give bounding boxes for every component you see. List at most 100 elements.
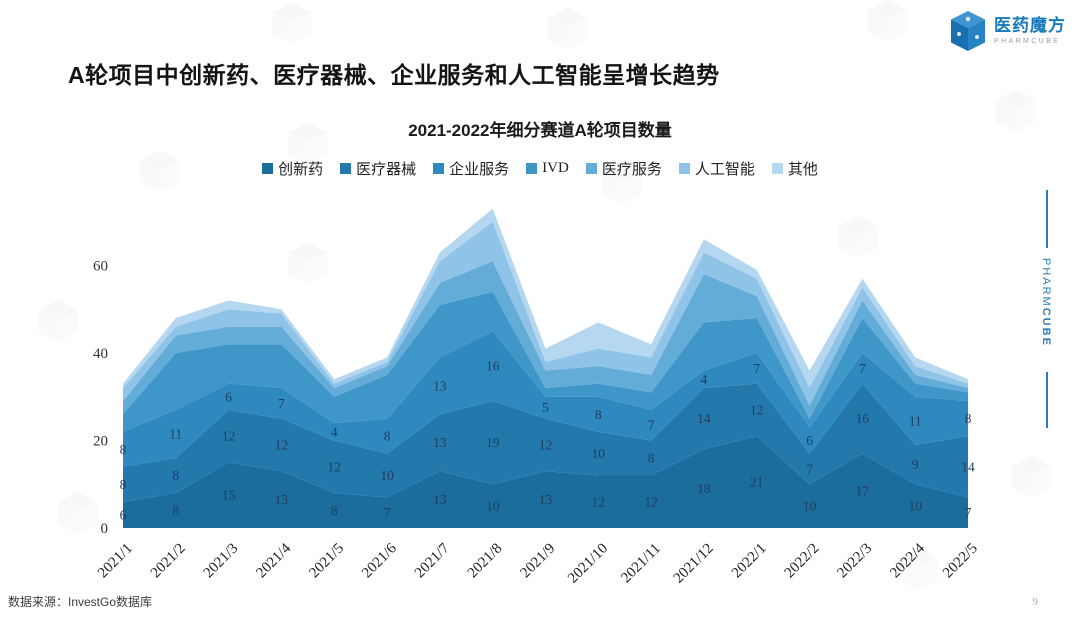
chart-title: 2021-2022年细分赛道A轮项目数量 [408,121,672,140]
data-label: 8 [384,429,391,444]
data-label: 16 [486,359,500,374]
data-label: 15 [222,488,236,503]
legend-label: 企业服务 [449,162,510,178]
x-tick-label: 2022/3 [834,541,875,582]
data-label: 10 [380,468,394,483]
x-tick-label: 2021/4 [253,540,294,581]
data-label: 7 [278,396,285,411]
data-label: 13 [539,492,553,507]
data-label: 14 [961,459,975,474]
data-label: 19 [486,435,500,450]
data-label: 18 [697,481,711,496]
data-source-note: 数据来源：InvestGo数据库 [8,595,153,609]
data-label: 7 [806,461,813,476]
area-band-4 [123,261,968,419]
data-label: 13 [433,492,447,507]
side-brand-text: PHARMCUBE [1040,258,1052,347]
x-tick-label: 2021/2 [148,541,189,582]
brand-name-en: PHARMCUBE [994,37,1061,45]
x-tick-label: 2021/11 [618,541,664,587]
area-band-5 [123,221,968,406]
y-tick-label: 40 [93,346,108,362]
x-tick-label: 2021/6 [359,540,400,581]
data-label: 10 [486,499,500,514]
legend-label: 人工智能 [694,162,755,178]
legend-swatch-icon [433,163,445,174]
legend: 创新药 医疗器械 企业服务 IVD 医疗服务 人工智能 其他 [0,158,1080,179]
legend-swatch-icon [678,163,690,174]
side-rule-bottom [1046,372,1048,428]
data-label: 13 [433,378,447,393]
legend-swatch-icon [262,163,274,174]
data-label: 6 [806,433,813,448]
x-tick-label: 2021/3 [201,541,242,582]
legend-label: 医疗服务 [601,162,662,178]
data-label: 7 [965,505,972,520]
data-label: 13 [275,492,289,507]
page-title: A轮项目中创新药、医疗器械、企业服务和人工智能呈增长趋势 [68,62,720,88]
x-tick-label: 2021/8 [465,541,506,582]
data-label: 7 [753,361,760,376]
data-label: 8 [172,503,179,518]
data-label: 11 [169,426,182,441]
data-label: 8 [120,442,127,457]
y-tick-label: 20 [93,434,108,450]
data-label: 12 [644,494,658,509]
data-label: 17 [856,483,870,498]
area-band-1 [123,383,968,502]
legend-swatch-icon [585,163,597,174]
y-tick-label: 60 [93,259,108,275]
data-label: 12 [275,437,289,452]
legend-swatch-icon [340,163,352,174]
brand-name-cn: 医药魔方 [994,15,1066,35]
x-tick-label: 2021/9 [518,541,559,582]
data-label: 6 [225,389,232,404]
x-tick-label: 2022/2 [782,541,823,582]
data-label: 8 [595,407,602,422]
data-label: 16 [856,411,870,426]
area-band-6 [123,208,968,388]
data-label: 13 [433,435,447,450]
data-label: 8 [120,477,127,492]
x-tick-label: 2021/1 [95,541,136,582]
x-tick-label: 2022/5 [940,541,981,582]
data-label: 11 [909,413,922,428]
legend-item-5: 人工智能 [678,158,755,179]
x-tick-label: 2021/5 [306,541,347,582]
y-tick-label: 0 [101,521,109,537]
x-tick-label: 2022/1 [729,541,770,582]
legend-item-4: 医疗服务 [585,158,662,179]
legend-label: 医疗器械 [356,162,417,178]
legend-swatch-icon [526,163,538,174]
data-label: 9 [912,457,919,472]
data-label: 10 [592,446,606,461]
legend-item-6: 其他 [771,158,818,179]
cube-logo-icon [951,11,985,51]
data-label: 7 [384,505,391,520]
legend-swatch-icon [771,163,783,174]
data-label: 12 [222,429,236,444]
legend-label: 其他 [787,162,818,178]
area-band-3 [123,291,968,432]
data-label: 7 [648,418,655,433]
side-rule-top [1046,190,1048,248]
data-label: 10 [908,499,922,514]
data-label: 8 [648,451,655,466]
area-band-2 [123,331,968,467]
x-tick-label: 2022/4 [887,540,928,581]
data-label: 12 [539,437,553,452]
legend-label: 创新药 [278,162,324,178]
data-label: 8 [331,503,338,518]
page-number: 9 [1032,596,1039,608]
data-label: 21 [750,475,764,490]
data-label: 8 [965,411,972,426]
data-label: 8 [172,468,179,483]
data-label: 12 [328,459,342,474]
data-label: 6 [120,507,127,522]
data-label: 4 [331,424,338,439]
x-tick-label: 2021/10 [565,541,611,587]
data-label: 7 [859,361,866,376]
x-tick-label: 2021/7 [412,540,453,581]
